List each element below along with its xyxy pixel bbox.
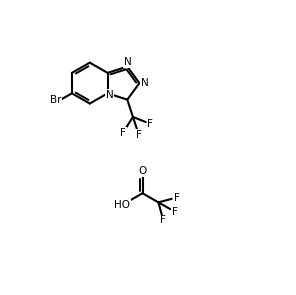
Text: O: O bbox=[139, 166, 147, 176]
Text: F: F bbox=[147, 119, 153, 129]
Text: F: F bbox=[120, 128, 126, 138]
Text: N: N bbox=[141, 78, 148, 88]
Text: HO: HO bbox=[114, 200, 130, 210]
Text: F: F bbox=[174, 193, 180, 203]
Text: F: F bbox=[136, 130, 142, 140]
Text: N: N bbox=[124, 58, 132, 68]
Text: F: F bbox=[160, 215, 166, 225]
Text: N: N bbox=[106, 90, 113, 100]
Text: F: F bbox=[172, 207, 178, 217]
Text: Br: Br bbox=[50, 95, 62, 105]
